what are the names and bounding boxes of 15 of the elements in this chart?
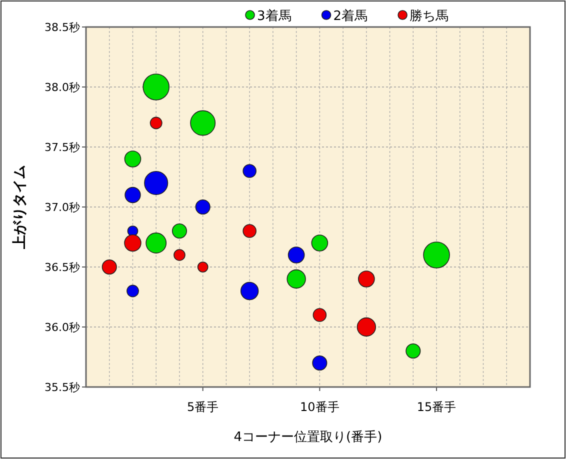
x-tick-label: 5番手	[187, 400, 219, 414]
x-axis-title: 4コーナー位置取り(番手)	[234, 430, 382, 445]
y-tick-label: 36.5秒	[44, 261, 80, 274]
x-tick-label: 15番手	[416, 400, 456, 414]
x-tick-label: 10番手	[300, 400, 340, 414]
y-axis-title: 上がりタイム	[12, 165, 28, 250]
legend-label: 2着馬	[333, 8, 368, 24]
y-tick-label: 38.0秒	[44, 81, 80, 94]
y-tick-label: 36.0秒	[44, 321, 80, 334]
legend-label: 3着馬	[257, 8, 292, 24]
y-tick-label: 35.5秒	[44, 381, 80, 394]
y-tick-label: 37.0秒	[44, 201, 80, 214]
y-tick-label: 38.5秒	[44, 21, 80, 34]
y-tick-label: 37.5秒	[44, 141, 80, 154]
legend-label: 勝ち馬	[410, 9, 449, 24]
